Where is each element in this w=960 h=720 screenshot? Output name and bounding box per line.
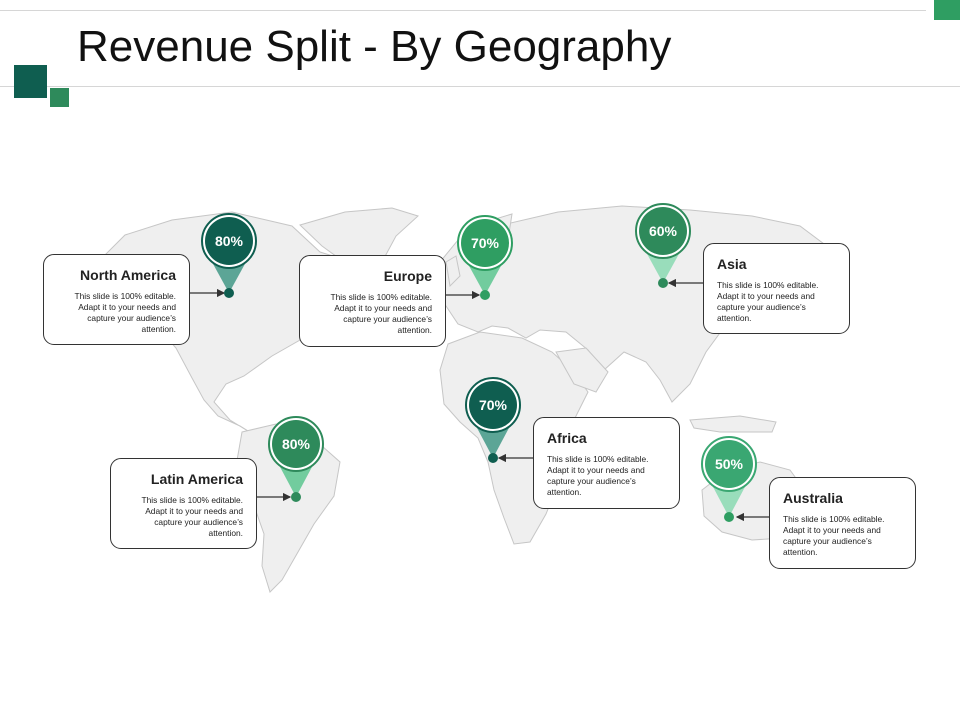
card-latin-america: Latin America This slide is 100% editabl… — [110, 458, 257, 549]
region-description: This slide is 100% editable. Adapt it to… — [141, 495, 244, 538]
card-africa: Africa This slide is 100% editable. Adap… — [533, 417, 680, 509]
region-name: Asia — [717, 256, 747, 272]
corner-accent — [934, 0, 960, 20]
indonesia-shape — [689, 415, 777, 433]
pin-label-latin-america: 80% — [282, 436, 311, 452]
pin-europe[interactable]: 70% — [457, 215, 513, 300]
pin-label-australia: 50% — [715, 456, 744, 472]
region-description: This slide is 100% editable. Adapt it to… — [74, 291, 177, 334]
arabia-shape — [555, 347, 609, 393]
region-description: This slide is 100% editable. Adapt it to… — [547, 454, 649, 497]
region-name: North America — [80, 267, 176, 283]
region-description: This slide is 100% editable. Adapt it to… — [717, 280, 819, 323]
pin-africa[interactable]: 70% — [465, 377, 521, 463]
card-asia: Asia This slide is 100% editable. Adapt … — [703, 243, 850, 334]
region-name: Australia — [783, 490, 843, 506]
region-description: This slide is 100% editable. Adapt it to… — [330, 292, 433, 335]
pin-label-europe: 70% — [471, 235, 500, 251]
top-rule — [0, 10, 926, 11]
logo-square-large — [14, 65, 47, 98]
page-title: Revenue Split - By Geography — [77, 22, 672, 71]
region-name: Latin America — [150, 471, 243, 487]
pin-north-america[interactable]: 80% — [201, 213, 257, 298]
pin-australia[interactable]: 50% — [701, 436, 757, 522]
region-name: Europe — [383, 268, 432, 284]
region-description: This slide is 100% editable. Adapt it to… — [783, 514, 885, 557]
card-australia: Australia This slide is 100% editable. A… — [769, 477, 916, 569]
title-underline — [0, 86, 960, 87]
region-name: Africa — [547, 430, 587, 446]
pin-label-north-america: 80% — [215, 233, 244, 249]
uk-shape — [445, 255, 461, 288]
logo-square-small — [50, 88, 69, 107]
card-europe: Europe This slide is 100% editable. Adap… — [299, 255, 446, 347]
pin-label-africa: 70% — [479, 397, 508, 413]
pin-asia[interactable]: 60% — [635, 203, 691, 288]
pin-label-asia: 60% — [649, 223, 678, 239]
pin-latin-america[interactable]: 80% — [268, 416, 324, 502]
card-north-america: North America This slide is 100% editabl… — [43, 254, 190, 345]
greenland-shape — [299, 207, 419, 283]
